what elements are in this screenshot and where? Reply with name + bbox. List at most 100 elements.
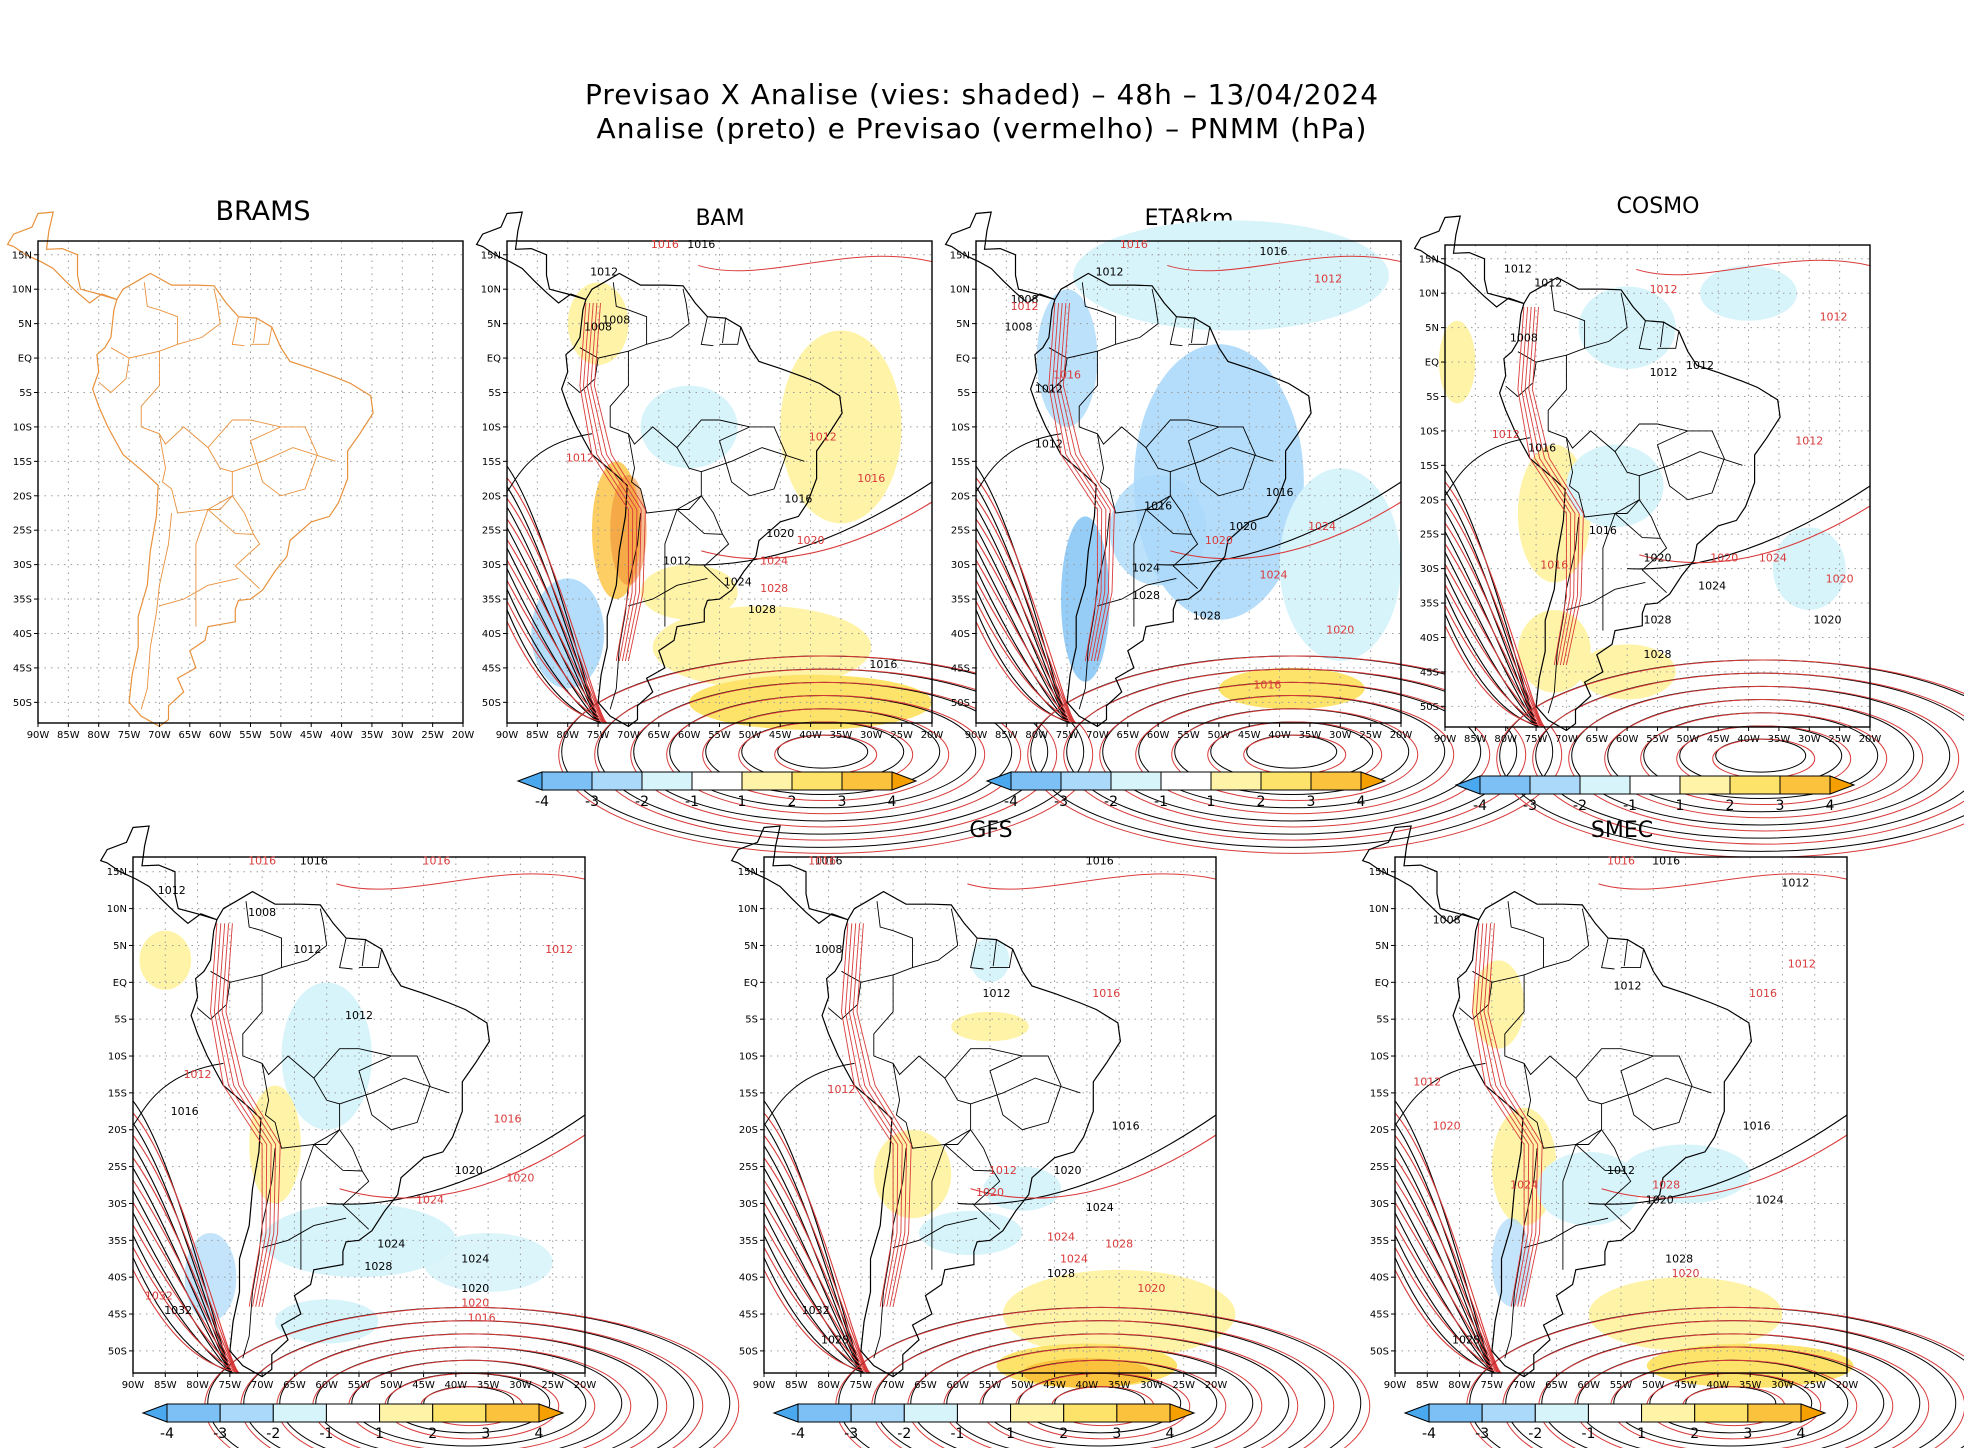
panel-title-bam: BAM bbox=[695, 206, 745, 231]
lon-tick-label: 60W bbox=[946, 1380, 969, 1391]
colorbar-label: 4 bbox=[888, 794, 897, 810]
lon-tick-label: 65W bbox=[1585, 734, 1608, 745]
country-border bbox=[249, 426, 318, 497]
colorbar-arrow-low bbox=[516, 771, 543, 791]
forecast-isobar-label: 1020 bbox=[1710, 552, 1738, 565]
country-border bbox=[1620, 293, 1628, 328]
analysis-isobar-label: 1012 bbox=[1035, 382, 1063, 395]
map-panel-smec: 15N 10N 5N EQ 5S 10S 15S 20S 25S 30S 35S 40S 45S 50S 9… bbox=[1361, 825, 1964, 1448]
country-border bbox=[1614, 423, 1688, 452]
country-border bbox=[1581, 908, 1590, 946]
lon-tick-label: 30W bbox=[509, 1380, 532, 1391]
country-border bbox=[722, 318, 727, 343]
forecast-isobar-label: 1020 bbox=[506, 1171, 534, 1184]
colorbar-bin bbox=[166, 1403, 221, 1423]
forecast-isobar-label: 1012 bbox=[1820, 311, 1848, 324]
forecast-isobar bbox=[1171, 708, 1419, 802]
map-panel-panel5: 15N 10N 5N EQ 5S 10S 15S 20S 25S 30S 35S 40S 45S 50S 9… bbox=[99, 825, 740, 1448]
analysis-isobar-label: 1012 bbox=[1686, 359, 1714, 372]
country-border bbox=[98, 358, 130, 394]
colorbar-bin bbox=[741, 771, 793, 791]
coastline-south-america bbox=[1452, 890, 1753, 1378]
lat-tick-label: 10N bbox=[738, 904, 758, 915]
lon-tick-label: 20W bbox=[1859, 734, 1882, 745]
analysis-isobar-label: 1012 bbox=[1781, 876, 1809, 889]
forecast-isobar bbox=[1394, 1269, 1502, 1374]
lat-tick-label: 15S bbox=[482, 457, 501, 468]
lat-tick-label: 25S bbox=[1420, 530, 1439, 541]
colorbar-bin bbox=[956, 1403, 1012, 1423]
lon-tick-label: 65W bbox=[283, 1380, 306, 1391]
analysis-isobar-label: 1028 bbox=[1132, 589, 1160, 602]
lon-tick-label: 30W bbox=[1140, 1380, 1163, 1391]
colorbar-arrow-low bbox=[772, 1403, 799, 1423]
analysis-isobar bbox=[1444, 613, 1539, 728]
lat-tick-label: 10S bbox=[482, 422, 501, 433]
colorbar-bin bbox=[591, 771, 643, 791]
bias-shading bbox=[1491, 1218, 1531, 1307]
analysis-isobar bbox=[132, 1257, 233, 1374]
coastline-south-america bbox=[1029, 272, 1312, 728]
country-border bbox=[207, 419, 281, 448]
coastline-south-america bbox=[190, 890, 491, 1378]
lat-tick-label: 45S bbox=[482, 663, 501, 674]
forecast-isobar bbox=[763, 1135, 871, 1374]
forecast-isobar bbox=[1640, 712, 1888, 806]
colorbar-bin bbox=[1063, 1403, 1118, 1423]
forecast-isobar-label: 1020 bbox=[1433, 1120, 1461, 1133]
analysis-isobar-label: 1012 bbox=[1607, 1164, 1635, 1177]
colorbar-label: -1 bbox=[319, 1426, 333, 1442]
analysis-isobar-label: 1012 bbox=[1096, 265, 1124, 278]
lon-tick-label: 20W bbox=[921, 730, 944, 741]
country-border bbox=[1656, 430, 1725, 501]
lat-tick-label: 45S bbox=[739, 1310, 758, 1321]
lat-tick-label: EQ bbox=[1375, 978, 1389, 989]
lat-tick-label: 45S bbox=[951, 663, 970, 674]
forecast-isobar bbox=[975, 539, 1077, 724]
forecast-isobar bbox=[579, 302, 629, 662]
country-border bbox=[873, 1148, 907, 1359]
lat-tick-label: 10N bbox=[1369, 904, 1389, 915]
colorbar-bin bbox=[1694, 1403, 1749, 1423]
analysis-isobar bbox=[1627, 485, 1871, 570]
forecast-isobar bbox=[506, 580, 608, 724]
colorbar-label: -2 bbox=[897, 1426, 911, 1442]
lon-tick-label: 60W bbox=[1577, 1380, 1600, 1391]
lat-tick-label: 15S bbox=[951, 457, 970, 468]
lat-tick-label: EQ bbox=[744, 978, 758, 989]
analysis-isobar bbox=[506, 547, 601, 724]
forecast-isobar bbox=[339, 1134, 586, 1199]
colorbar-arrow-high bbox=[891, 771, 918, 791]
lat-tick-label: 45S bbox=[108, 1310, 127, 1321]
forecast-isobar bbox=[132, 1247, 240, 1374]
forecast-isobar bbox=[336, 873, 586, 890]
lon-tick-label: 40W bbox=[445, 1380, 468, 1391]
lon-tick-label: 85W bbox=[1464, 734, 1487, 745]
forecast-isobar bbox=[1170, 501, 1402, 560]
colorbar-label: 2 bbox=[1059, 1426, 1068, 1442]
lat-tick-label: 10N bbox=[950, 285, 970, 296]
lon-tick-label: 20W bbox=[1836, 1380, 1859, 1391]
forecast-isobar-label: 1020 bbox=[1672, 1267, 1700, 1280]
lat-tick-label: 25S bbox=[482, 526, 501, 537]
country-border bbox=[1657, 331, 1680, 349]
lat-tick-label: 15S bbox=[13, 457, 32, 468]
lon-tick-label: 30W bbox=[860, 730, 883, 741]
lon-tick-label: 85W bbox=[154, 1380, 177, 1391]
lon-tick-label: 35W bbox=[1108, 1380, 1131, 1391]
forecast-isobar bbox=[132, 1224, 240, 1374]
lat-tick-label: 45S bbox=[13, 663, 32, 674]
lat-tick-label: 15N bbox=[1369, 867, 1389, 878]
colorbar-label: 3 bbox=[1776, 798, 1785, 814]
country-border bbox=[1575, 1048, 1654, 1079]
forecast-isobar bbox=[1598, 873, 1848, 890]
lat-tick-label: 10S bbox=[13, 422, 32, 433]
lon-tick-label: 70W bbox=[1086, 730, 1109, 741]
country-border bbox=[231, 316, 245, 347]
analysis-isobar-label: 1016 bbox=[687, 238, 715, 251]
analysis-isobar-label: 1028 bbox=[748, 603, 776, 616]
forecast-isobar bbox=[132, 1157, 240, 1374]
analysis-isobar bbox=[1158, 481, 1402, 566]
analysis-isobar-label: 1012 bbox=[1613, 980, 1641, 993]
lat-tick-label: 40S bbox=[13, 629, 32, 640]
